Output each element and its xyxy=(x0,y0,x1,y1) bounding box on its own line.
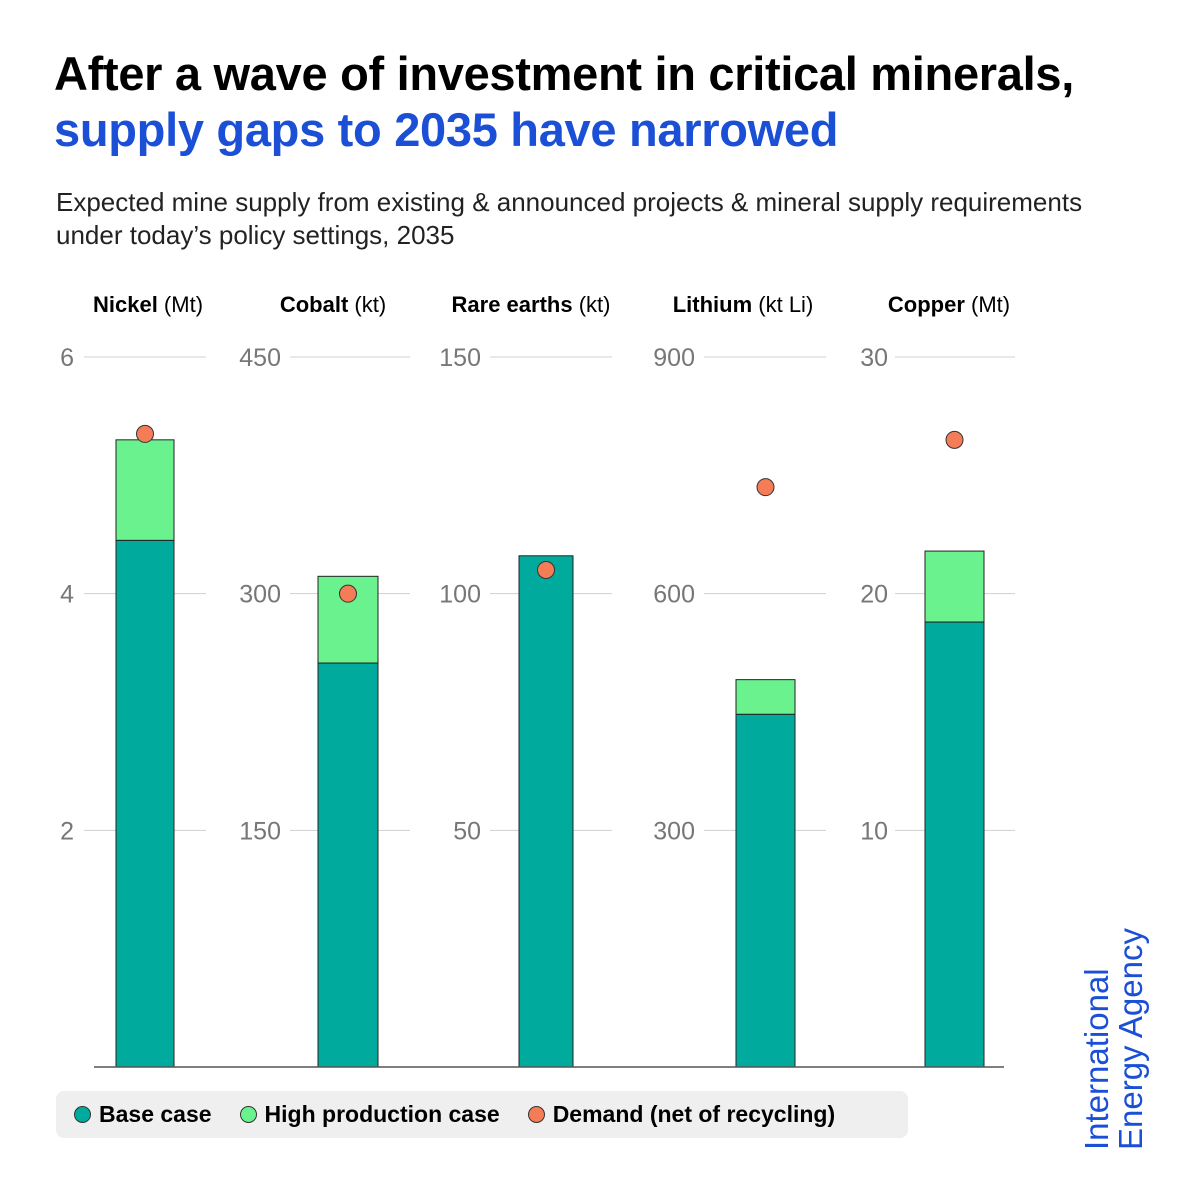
legend-label-high: High production case xyxy=(264,1101,500,1127)
legend: Base case High production case Demand (n… xyxy=(56,1091,908,1138)
demand-point-copper xyxy=(945,430,964,449)
legend-swatch-base xyxy=(74,1106,91,1123)
bar-base-copper xyxy=(924,621,985,1068)
chart-title: After a wave of investment in critical m… xyxy=(54,46,1154,158)
title-highlight: supply gaps to 2035 have narrowed xyxy=(54,103,839,156)
logo-line-1: International xyxy=(1078,968,1115,1150)
tick-label-nickel-2: 2 xyxy=(60,817,74,845)
bar-base-nickel xyxy=(115,539,175,1068)
panel-header-rare-earths: Rare earths (kt) xyxy=(452,292,611,317)
legend-label-base: Base case xyxy=(99,1101,212,1127)
logo-line-2: Energy Agency xyxy=(1112,928,1149,1150)
panel-header-copper: Copper (Mt) xyxy=(888,292,1010,317)
legend-label-demand: Demand (net of recycling) xyxy=(552,1101,836,1127)
bar-high-nickel xyxy=(115,439,175,541)
tick-label-rare-earths-100: 100 xyxy=(439,581,481,609)
tick-label-copper-20: 20 xyxy=(860,581,888,609)
iea-logo: International Energy Agency xyxy=(1078,928,1149,1150)
demand-point-lithium xyxy=(756,478,775,497)
chart-subtitle: Expected mine supply from existing & ann… xyxy=(56,187,1083,250)
tick-label-copper-30: 30 xyxy=(860,344,888,372)
legend-item-base: Base case xyxy=(74,1101,212,1128)
tick-label-rare-earths-50: 50 xyxy=(453,817,481,845)
tick-label-copper-10: 10 xyxy=(860,817,888,845)
tick-label-cobalt-300: 300 xyxy=(239,581,281,609)
tick-label-cobalt-150: 150 xyxy=(239,817,281,845)
demand-point-rare-earths xyxy=(537,561,555,579)
bar-high-copper xyxy=(924,550,985,623)
panel-header-nickel: Nickel (Mt) xyxy=(93,292,203,317)
legend-swatch-demand xyxy=(527,1106,545,1123)
tick-label-cobalt-450: 450 xyxy=(239,344,281,372)
tick-label-nickel-4: 4 xyxy=(60,581,74,609)
bar-base-rare-earths xyxy=(518,555,574,1068)
tick-label-lithium-900: 900 xyxy=(653,344,695,372)
title-black: After a wave of investment in critical m… xyxy=(54,47,1074,100)
legend-item-high: High production case xyxy=(239,1101,500,1128)
tick-label-lithium-600: 600 xyxy=(653,581,695,609)
demand-point-cobalt xyxy=(339,584,357,603)
legend-swatch-high xyxy=(239,1106,257,1123)
panel-header-lithium: Lithium (kt Li) xyxy=(673,292,814,317)
demand-point-nickel xyxy=(136,424,154,443)
tick-label-nickel-6: 6 xyxy=(60,344,74,372)
legend-item-demand: Demand (net of recycling) xyxy=(527,1101,836,1128)
bar-base-cobalt xyxy=(317,662,379,1068)
bar-base-lithium xyxy=(735,713,796,1068)
panel-header-cobalt: Cobalt (kt) xyxy=(280,292,386,317)
bar-high-lithium xyxy=(735,679,796,715)
tick-label-lithium-300: 300 xyxy=(653,817,695,845)
tick-label-rare-earths-150: 150 xyxy=(439,344,481,372)
